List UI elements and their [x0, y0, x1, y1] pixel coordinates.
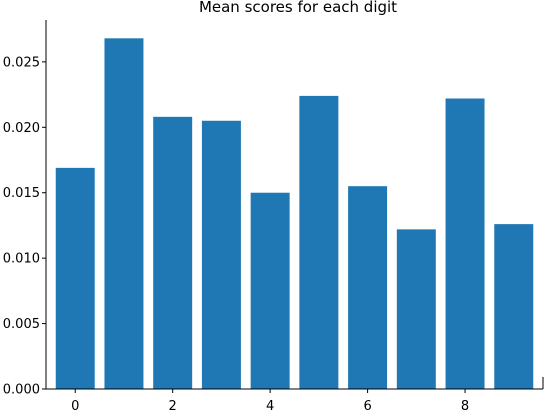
bar-digit-7	[396, 229, 436, 389]
y-tick-label: 0.010	[3, 252, 40, 267]
y-tick-label: 0.005	[3, 317, 40, 332]
bar-digit-5	[299, 95, 339, 389]
y-tick-label: 0.000	[3, 383, 40, 398]
y-tick-label: 0.020	[3, 121, 40, 136]
y-tick-label: 0.025	[3, 55, 40, 70]
x-tick-label: 6	[363, 399, 371, 413]
x-tick-label: 4	[266, 399, 274, 413]
x-tick-label: 2	[169, 399, 177, 413]
chart-title: Mean scores for each digit	[199, 0, 397, 16]
bar-digit-0	[55, 167, 95, 389]
bar-digit-3	[201, 120, 241, 390]
bar-digit-1	[104, 38, 144, 389]
bar-digit-2	[153, 116, 193, 390]
y-tick-label: 0.015	[3, 186, 40, 201]
bar-digit-6	[348, 186, 388, 389]
bars-group	[55, 38, 534, 390]
bar-digit-8	[445, 98, 485, 390]
bar-digit-4	[250, 192, 290, 389]
x-tick-label: 8	[461, 399, 469, 413]
y-axis: 0.000 0.005 0.010 0.015 0.020 0.025	[3, 55, 46, 398]
bar-digit-9	[494, 224, 534, 389]
x-axis: 0 2 4 6 8	[71, 389, 469, 414]
x-tick-label: 0	[71, 399, 79, 413]
